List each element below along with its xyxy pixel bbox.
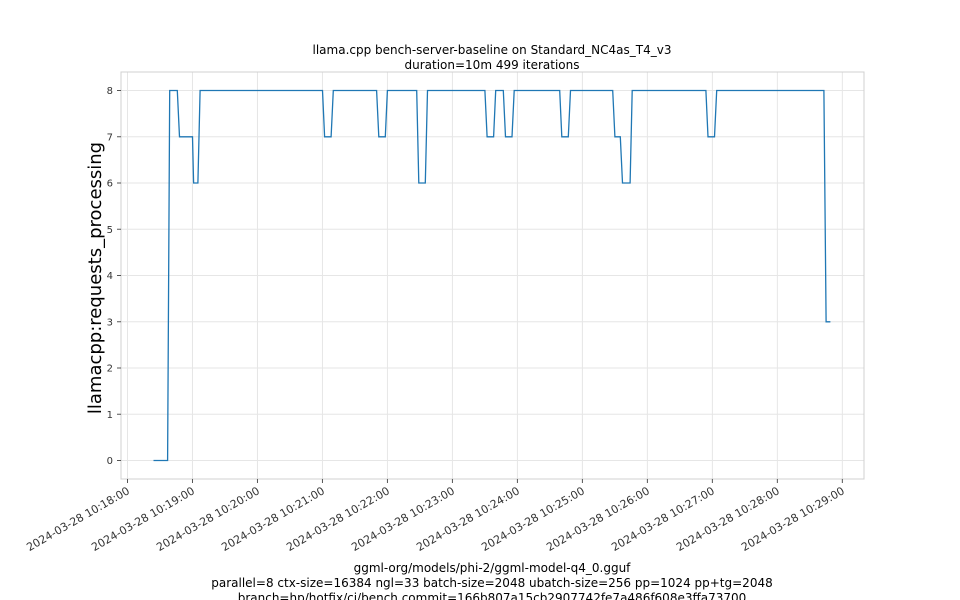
y-tick-label: 3	[107, 317, 113, 328]
y-tick-label: 2	[107, 364, 113, 375]
footer-model: ggml-org/models/phi-2/ggml-model-q4_0.gg…	[354, 561, 632, 575]
plot-grid	[121, 72, 864, 479]
y-tick-label: 4	[107, 271, 113, 282]
chart-title: llama.cpp bench-server-baseline on Stand…	[313, 43, 672, 57]
footer-params: parallel=8 ctx-size=16384 ngl=33 batch-s…	[211, 576, 772, 590]
y-tick-label: 0	[107, 456, 113, 467]
series-line	[153, 89, 831, 462]
x-tick-label: 2024-03-28 10:18:00	[24, 484, 132, 554]
chart-subtitle: duration=10m 499 iterations	[405, 58, 580, 72]
y-tick-label: 5	[107, 225, 113, 236]
y-tick-label: 6	[107, 179, 113, 190]
y-axis: 0 1 2 3 4 5 6 7 8	[107, 86, 121, 467]
y-axis-label: llamacpp:requests_processing	[85, 142, 106, 414]
y-tick-label: 1	[107, 410, 113, 421]
y-tick-label: 7	[107, 132, 113, 143]
y-tick-label: 8	[107, 86, 113, 97]
footer-branch: branch=hp/hotfix/ci/bench commit=166b807…	[238, 591, 747, 600]
